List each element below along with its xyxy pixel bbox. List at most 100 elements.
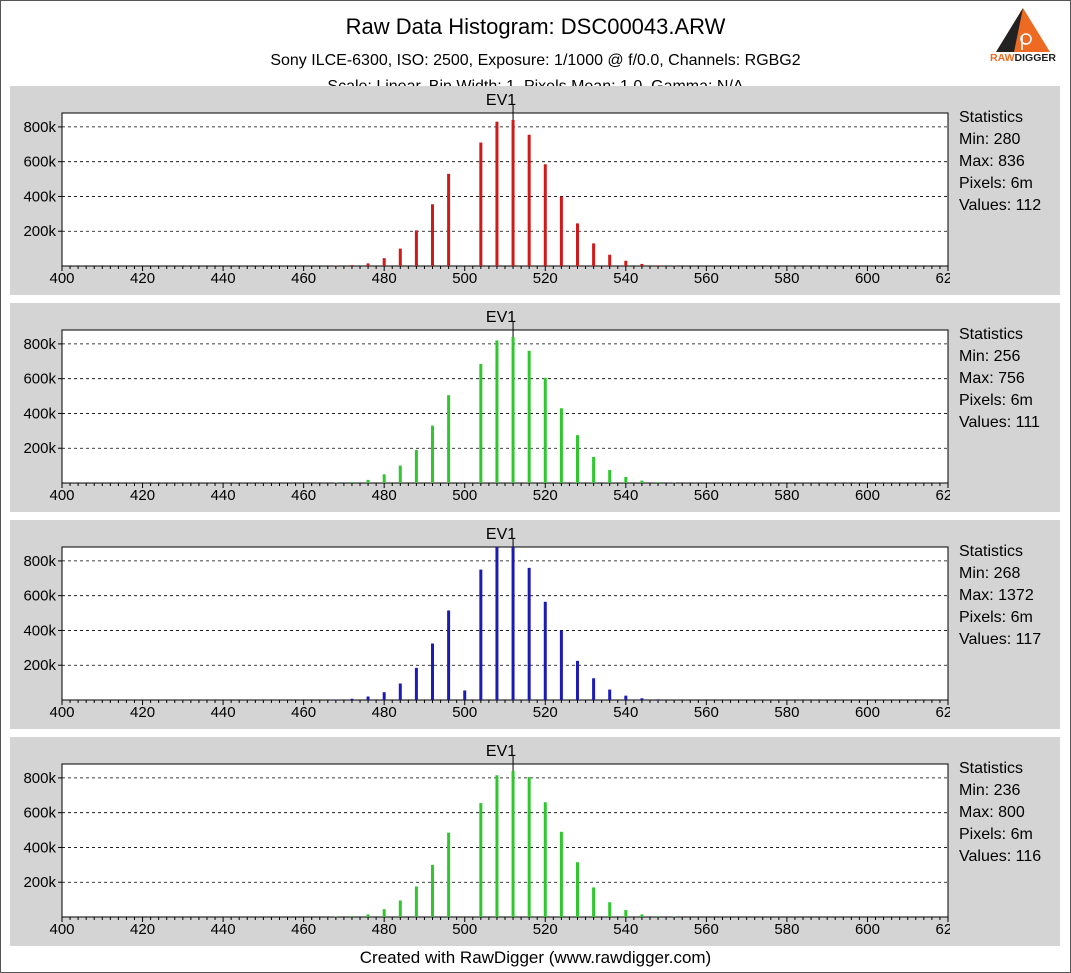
histogram-panel-g: 200k 400k 600k 800k 400 420 440 460 480 500 520 540… [10,303,1060,512]
y-tick-label: 600k [23,371,56,388]
histogram-bar [382,692,386,700]
statistics-values: Values: 116 [959,848,1042,865]
histogram-bar [592,887,596,917]
x-tick-label: 560 [694,487,719,504]
histogram-bar [656,916,660,917]
x-tick-label: 420 [130,487,155,504]
y-tick-label: 200k [23,874,56,891]
histogram-bar [559,196,563,266]
x-tick-label: 620 [935,487,950,504]
histogram-bar [543,377,547,483]
histogram-bar [592,456,596,483]
x-tick-label: 400 [49,704,74,721]
histogram-bar [495,547,499,700]
statistics-block: Statistics Min: 236 Max: 800 Pixels: 6m Valu… [959,758,1041,868]
histogram-bar [414,230,418,266]
histogram-bar [543,601,547,700]
statistics-min: Min: 256 [959,348,1021,365]
statistics-min: Min: 268 [959,565,1021,582]
histogram-bar [575,660,579,700]
plot-area [61,546,949,701]
histogram-bar [447,610,451,700]
x-tick-label: 520 [533,921,558,938]
report-subtitle: Sony ILCE-6300, ISO: 2500, Exposure: 1/1… [270,52,801,69]
y-tick-label: 800k [23,119,56,136]
statistics-min: Min: 236 [959,782,1021,799]
histogram-bar [656,265,660,266]
statistics-max: Max: 836 [959,153,1025,170]
statistics-block: Statistics Min: 268 Max: 1372 Pixels: 6m Val… [959,541,1041,651]
histogram-bar [479,363,483,483]
histogram-bar [511,119,515,266]
x-tick-label: 560 [694,704,719,721]
histogram-bar [624,910,628,917]
histogram-plot: 200k 400k 600k 800k 400 420 440 460 480 500 520 540… [23,743,950,938]
statistics-pixels: Pixels: 6m [959,609,1033,626]
histogram-bar [640,480,644,483]
histogram-bar [366,479,370,483]
y-tick-label: 200k [23,657,56,674]
y-tick-label: 800k [23,336,56,353]
histogram-bar [624,695,628,700]
x-tick-label: 460 [291,921,316,938]
histogram-bar [575,223,579,266]
svg-text:RAWDIGGER: RAWDIGGER [990,52,1056,62]
histogram-bar [366,696,370,700]
y-tick-label: 600k [23,154,56,171]
x-tick-label: 440 [211,487,236,504]
x-tick-label: 480 [372,921,397,938]
histogram-bar [495,121,499,266]
x-tick-label: 620 [935,704,950,721]
histogram-bar [479,803,483,917]
histogram-panel-b: 200k 400k 600k 800k 400 420 440 460 480 500 520 540… [10,520,1060,729]
histogram-bar [511,770,515,917]
histogram-bar [575,862,579,917]
x-tick-label: 460 [291,487,316,504]
x-tick-label: 580 [774,921,799,938]
histogram-bar [640,914,644,917]
histogram-bar [592,678,596,700]
x-tick-label: 520 [533,487,558,504]
histogram-bar [527,134,531,266]
x-tick-label: 420 [130,921,155,938]
histogram-bar [479,142,483,266]
x-tick-label: 500 [452,704,477,721]
histogram-panel-r: 200k 400k 600k 800k 400 420 440 460 480 500 520 540… [10,86,1060,295]
x-tick-label: 400 [49,270,74,287]
x-tick-label: 560 [694,270,719,287]
histogram-plot: 200k 400k 600k 800k 400 420 440 460 480 500 520 540… [23,92,950,287]
x-tick-label: 580 [774,270,799,287]
footer-credit: Created with RawDigger (www.rawdigger.co… [359,948,712,967]
x-tick-label: 540 [613,704,638,721]
histogram-bar [640,263,644,266]
y-tick-label: 800k [23,553,56,570]
x-tick-label: 580 [774,704,799,721]
histogram-bar [511,547,515,700]
histogram-bar [656,699,660,700]
histogram-bar [543,164,547,266]
histogram-bar [543,802,547,917]
statistics-pixels: Pixels: 6m [959,392,1033,409]
histogram-bar [575,435,579,483]
y-tick-label: 400k [23,839,56,856]
x-tick-label: 600 [855,487,880,504]
histogram-bar [350,481,354,483]
histogram-plot: 200k 400k 600k 800k 400 420 440 460 480 500 520 540… [23,309,950,504]
y-tick-label: 200k [23,223,56,240]
y-tick-label: 600k [23,588,56,605]
histogram-bar [624,476,628,483]
x-tick-label: 460 [291,704,316,721]
histogram-bar [447,832,451,917]
statistics-pixels: Pixels: 6m [959,175,1033,192]
x-tick-label: 480 [372,704,397,721]
histogram-bar [608,469,612,483]
statistics-values: Values: 117 [959,631,1042,648]
y-tick-label: 200k [23,440,56,457]
histogram-bar [414,449,418,483]
histogram-bar [527,567,531,700]
statistics-pixels: Pixels: 6m [959,826,1033,843]
x-tick-label: 500 [452,270,477,287]
statistics-heading: Statistics [959,760,1024,777]
histogram-bar [398,465,402,483]
plot-area [61,112,949,267]
